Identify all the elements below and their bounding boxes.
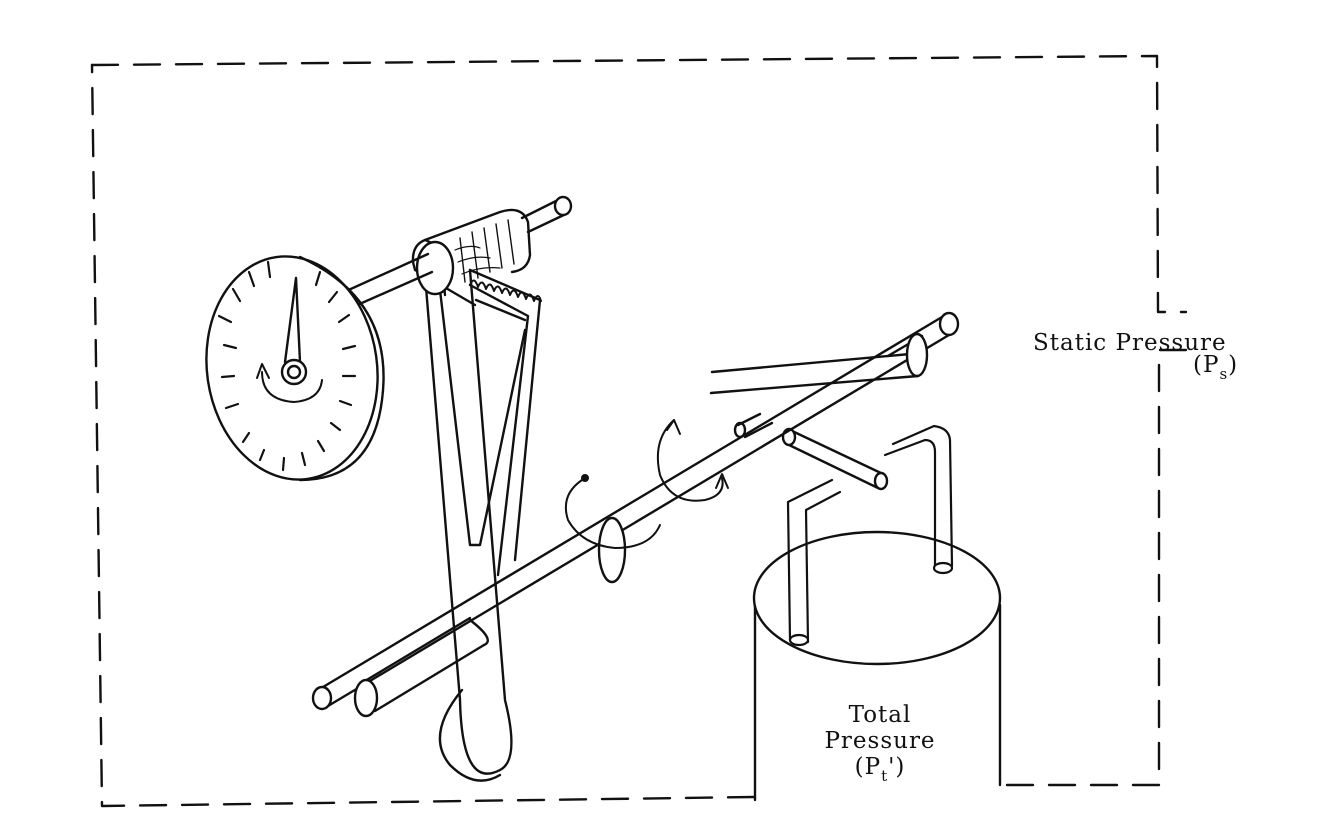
total-pressure-label: Total Pressure (Pt') bbox=[824, 702, 936, 785]
dial-ticks bbox=[217, 260, 357, 472]
static-pressure-label: Static Pressure bbox=[1033, 330, 1227, 356]
dial-pointer bbox=[256, 276, 323, 403]
main-shaft bbox=[311, 311, 960, 718]
pinion-gear bbox=[320, 195, 573, 320]
sector-lever bbox=[423, 268, 542, 782]
static-pressure-symbol: (Ps) bbox=[1193, 352, 1239, 383]
t-bar-linkage bbox=[733, 412, 889, 491]
pressure-tube bbox=[786, 424, 954, 647]
torsion-arrows bbox=[564, 419, 729, 549]
dashed-enclosure bbox=[90, 54, 1188, 808]
sector-teeth bbox=[469, 279, 542, 302]
